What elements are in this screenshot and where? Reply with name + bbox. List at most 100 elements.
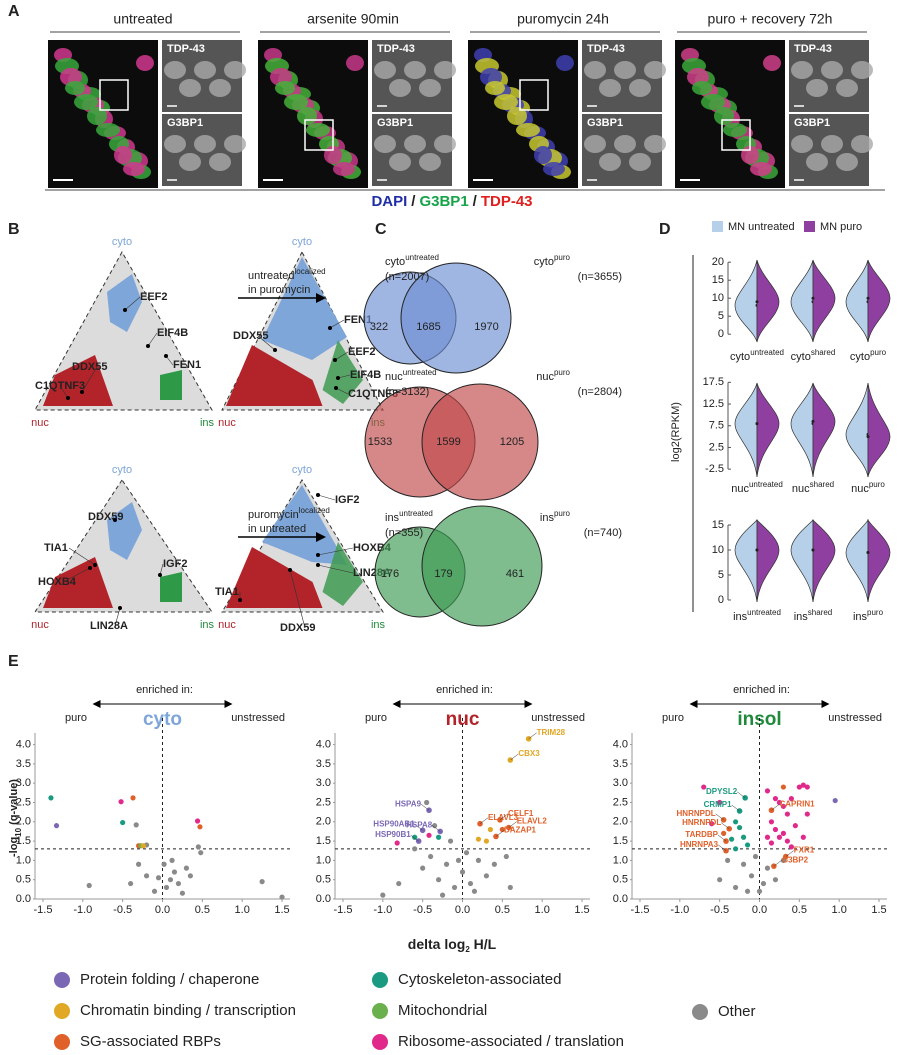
data-point bbox=[128, 880, 134, 887]
y-tick-label: 0.0 bbox=[16, 893, 31, 905]
venn-count: 322 bbox=[370, 321, 388, 333]
median-dot bbox=[755, 548, 759, 552]
venn-set-label-part: puro bbox=[554, 509, 571, 518]
nuc-region bbox=[43, 355, 113, 406]
data-point bbox=[279, 894, 285, 900]
cell-blob bbox=[534, 146, 552, 164]
median-dot bbox=[866, 296, 870, 300]
gene-label: FEN1 bbox=[173, 359, 201, 371]
zoom-box bbox=[304, 119, 334, 151]
data-point bbox=[133, 822, 139, 828]
cyto-region bbox=[262, 257, 347, 360]
channel-blob bbox=[836, 153, 858, 171]
data-point bbox=[447, 838, 454, 844]
data-point bbox=[740, 861, 747, 867]
vertex-label: cyto bbox=[112, 236, 132, 248]
condition-title: untreated bbox=[113, 11, 172, 27]
gene-leader bbox=[68, 547, 96, 566]
venn-right bbox=[421, 505, 543, 627]
channel-blob bbox=[164, 61, 186, 79]
venn-count: 179 bbox=[434, 568, 452, 580]
cell-blob bbox=[96, 123, 120, 137]
data-point bbox=[259, 879, 265, 885]
y-tick-label: 0 bbox=[718, 328, 724, 340]
venn-set-label: nucuntreated bbox=[385, 368, 437, 383]
channel-blob bbox=[389, 79, 411, 97]
condition-title: puro + recovery 72h bbox=[708, 11, 833, 27]
label-leader bbox=[717, 844, 727, 851]
y-tick-label: 3.5 bbox=[16, 758, 31, 770]
data-point bbox=[725, 857, 731, 863]
violin-half bbox=[756, 519, 780, 603]
y-tick-label: 2.5 bbox=[709, 441, 724, 453]
gene-label: EIF4B bbox=[350, 369, 381, 381]
category-label-part: nuc bbox=[792, 483, 810, 495]
enriched-label: enriched in: bbox=[136, 684, 193, 696]
legend-marker bbox=[372, 1034, 388, 1050]
gene-leader bbox=[81, 366, 98, 393]
channel-blob bbox=[404, 61, 426, 79]
y-tick-label: 10 bbox=[712, 292, 724, 304]
gene-leader bbox=[62, 567, 91, 583]
data-point bbox=[194, 818, 201, 824]
cell-blob bbox=[346, 55, 364, 71]
gene-label: CELF1 bbox=[508, 809, 534, 818]
channel-blob bbox=[599, 79, 621, 97]
vertex-label: cyto bbox=[112, 464, 132, 476]
category-label-part: cyto bbox=[850, 351, 870, 363]
venn-count: 461 bbox=[506, 568, 524, 580]
gene-leader bbox=[257, 335, 276, 351]
y-tick-label: 1.5 bbox=[613, 835, 628, 847]
arrow-label: puromycinlocalized bbox=[248, 506, 330, 521]
channel-blob bbox=[209, 153, 231, 171]
data-point bbox=[503, 853, 509, 860]
zoom-box bbox=[99, 79, 129, 111]
panel-letter: D bbox=[659, 221, 671, 238]
channel-blob bbox=[194, 135, 216, 153]
data-point bbox=[195, 844, 201, 850]
data-point bbox=[788, 796, 794, 802]
data-point bbox=[118, 799, 124, 805]
gene-dot bbox=[238, 598, 242, 602]
channel-blob bbox=[614, 135, 636, 153]
y-tick-label: 2.5 bbox=[16, 796, 31, 808]
venn-count: 1205 bbox=[500, 436, 524, 448]
y-tick-label: 0.0 bbox=[316, 893, 331, 905]
arrow-head bbox=[821, 700, 830, 708]
legend-label: Protein folding / chaperone bbox=[80, 971, 259, 988]
median-dot bbox=[811, 548, 815, 552]
data-point bbox=[463, 850, 470, 856]
channel-label: TDP-43 bbox=[167, 43, 205, 55]
data-point bbox=[772, 796, 779, 802]
cell-blob bbox=[306, 123, 330, 137]
data-point bbox=[394, 840, 400, 846]
category-label: insuntreated bbox=[733, 608, 781, 623]
gene-label: HSP90B1 bbox=[375, 830, 411, 839]
y-tick-label: 2.5 bbox=[316, 796, 331, 808]
data-point bbox=[443, 861, 450, 867]
channel-blob bbox=[584, 135, 606, 153]
data-point bbox=[752, 853, 759, 860]
label-leader bbox=[773, 859, 782, 867]
arrow-label-part: puromycin bbox=[248, 509, 299, 521]
data-point bbox=[483, 838, 490, 844]
violin-half bbox=[756, 259, 780, 343]
venn-set-n: (n=3655) bbox=[578, 271, 622, 283]
category-label: cytoshared bbox=[791, 348, 836, 363]
y-tick-label: 3.5 bbox=[316, 758, 331, 770]
data-point bbox=[772, 826, 779, 833]
y-tick-label: 1.0 bbox=[316, 854, 331, 866]
legend-label: SG-associated RBPs bbox=[80, 1033, 221, 1050]
data-point bbox=[155, 875, 162, 881]
y-tick-label: 1.0 bbox=[16, 854, 31, 866]
arrow-head bbox=[224, 700, 233, 708]
venn-set-label-part: untreated bbox=[399, 509, 433, 518]
stain-legend: DAPI / G3BP1/TDP-43 bbox=[371, 193, 532, 210]
cell-blob bbox=[485, 81, 505, 95]
arrow-label-2: in puromycin bbox=[248, 284, 310, 296]
gene-dot bbox=[316, 563, 320, 567]
y-tick-label: 15 bbox=[712, 274, 724, 286]
gene-label: DAZAP1 bbox=[504, 826, 537, 835]
gene-label: DDX55 bbox=[233, 330, 268, 342]
channel-blob bbox=[194, 61, 216, 79]
